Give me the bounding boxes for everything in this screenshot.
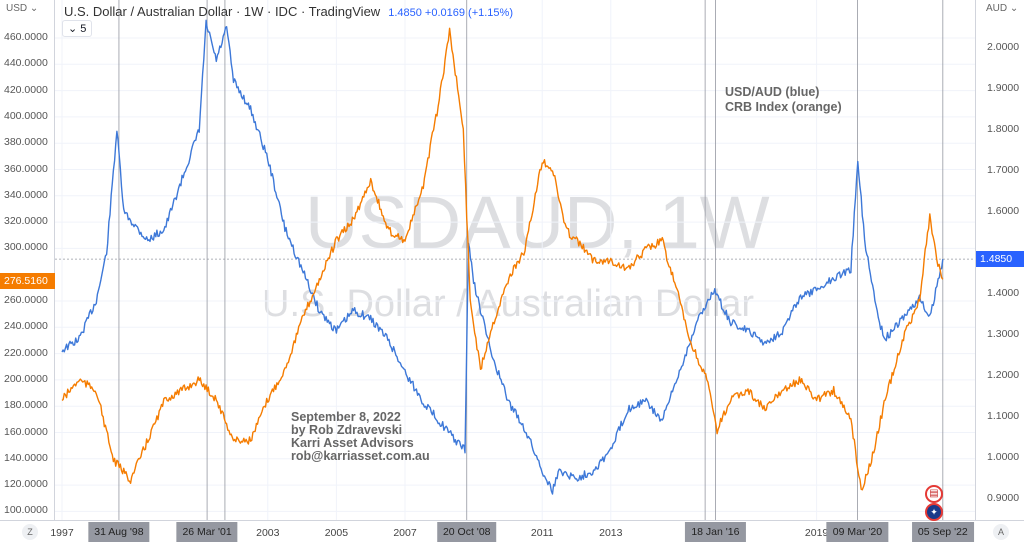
zoom-reset-button[interactable]: Z	[22, 524, 38, 540]
note-author: by Rob Zdravevski	[291, 423, 403, 437]
time-axis-tick: 1997	[50, 527, 74, 539]
left-axis-tick: 440.0000	[4, 57, 48, 70]
australia-flag-icon[interactable]: ✦	[925, 503, 943, 521]
time-marker-label: 20 Oct '08	[436, 522, 497, 542]
us-flag-icon[interactable]: ▤	[925, 485, 943, 503]
left-axis-tick: 160.0000	[4, 425, 48, 438]
chart-header: U.S. Dollar / Australian Dollar · 1W · I…	[64, 4, 513, 19]
right-axis-tick: 1.6000	[987, 205, 1020, 217]
right-axis-tick: 1.3000	[987, 328, 1020, 340]
time-marker-label: 05 Sep '22	[911, 522, 974, 542]
chart-legend-annotation: USD/AUD (blue) CRB Index (orange)	[725, 85, 842, 115]
time-axis-tick: 2019	[804, 527, 829, 539]
left-axis-tick: 400.0000	[4, 109, 48, 122]
crb-series-line	[61, 27, 944, 491]
left-currency-label: USD	[6, 3, 28, 14]
left-price-axis[interactable]	[0, 0, 55, 520]
right-axis-tick: 2.0000	[987, 41, 1020, 53]
usdaud-series-line	[61, 19, 944, 495]
right-axis-tick: 1.9000	[987, 82, 1020, 94]
right-axis-tick: 1.4000	[987, 287, 1020, 299]
left-axis-tick: 180.0000	[4, 399, 48, 412]
right-axis-tick: 0.9000	[987, 492, 1020, 504]
left-axis-tick: 360.0000	[4, 162, 48, 175]
chevron-down-icon: ⌄	[29, 3, 39, 14]
left-axis-tick: 320.0000	[4, 215, 48, 228]
chevron-down-icon: ⌄	[68, 23, 78, 35]
right-axis-tick: 1.2000	[987, 369, 1020, 381]
left-axis-tick: 300.0000	[4, 241, 48, 254]
price-change: +0.0169 (+1.15%)	[424, 7, 513, 19]
auto-scale-button[interactable]: A	[993, 524, 1009, 540]
indicators-collapse-button[interactable]: ⌄ 5	[62, 20, 93, 37]
time-axis[interactable]	[0, 520, 1024, 544]
blue-last-value-label: 1.4850	[976, 251, 1024, 267]
last-price: 1.4850	[388, 7, 422, 19]
left-axis-tick: 240.0000	[4, 320, 48, 333]
left-axis-tick: 100.0000	[4, 504, 48, 517]
left-axis-tick: 220.0000	[4, 346, 48, 359]
time-axis-tick: 2005	[324, 527, 349, 539]
note-date: September 8, 2022	[291, 410, 401, 424]
time-axis-tick: 2007	[393, 527, 417, 539]
author-note-annotation: September 8, 2022 by Rob Zdravevski Karr…	[291, 411, 430, 463]
indicator-count: 5	[80, 23, 87, 35]
time-marker-label: 31 Aug '98	[88, 522, 150, 542]
chevron-down-icon: ⌄	[1009, 3, 1019, 14]
left-axis-tick: 340.0000	[4, 188, 48, 201]
legend-blue: USD/AUD (blue)	[725, 85, 820, 99]
time-axis-tick: 2003	[256, 527, 280, 539]
left-axis-tick: 120.0000	[4, 478, 48, 491]
right-axis-tick: 1.1000	[987, 410, 1020, 422]
right-axis-tick: 1.0000	[987, 451, 1020, 463]
legend-orange: CRB Index (orange)	[725, 100, 842, 114]
time-axis-tick: 2011	[530, 527, 554, 539]
symbol-title[interactable]: U.S. Dollar / Australian Dollar · 1W · I…	[64, 4, 381, 19]
right-currency-selector[interactable]: AUD ⌄	[986, 3, 1018, 14]
right-currency-label: AUD	[986, 3, 1008, 14]
time-marker-label: 09 Mar '20	[826, 522, 889, 542]
left-axis-tick: 140.0000	[4, 451, 48, 464]
note-company: Karri Asset Advisors	[291, 436, 414, 450]
note-email: rob@karriasset.com.au	[291, 449, 430, 463]
left-axis-tick: 200.0000	[4, 372, 48, 385]
time-marker-label: 18 Jan '16	[685, 522, 746, 542]
right-price-axis[interactable]	[975, 0, 1024, 520]
left-axis-tick: 260.0000	[4, 294, 48, 306]
time-marker-label: 26 Mar '01	[176, 522, 238, 542]
left-currency-selector[interactable]: USD ⌄	[6, 3, 38, 14]
orange-last-value-label: 276.5160	[0, 273, 55, 289]
right-axis-tick: 1.8000	[987, 123, 1020, 135]
time-axis-tick: 2013	[599, 527, 623, 539]
left-axis-tick: 420.0000	[4, 83, 48, 96]
left-axis-tick: 380.0000	[4, 136, 48, 149]
right-axis-tick: 1.7000	[987, 164, 1020, 176]
left-axis-tick: 460.0000	[4, 31, 48, 43]
